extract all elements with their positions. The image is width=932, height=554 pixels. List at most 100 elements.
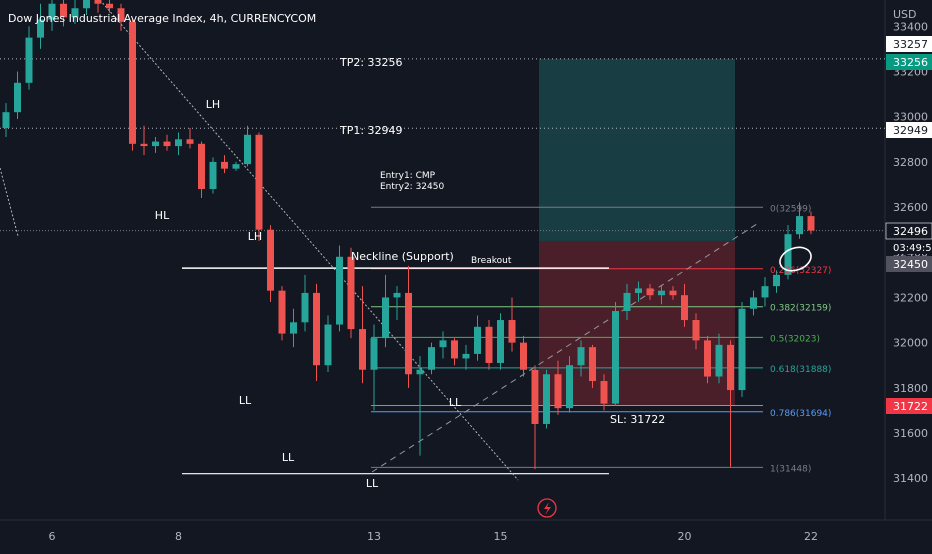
breakout-circle (779, 246, 812, 272)
price-tick-label: 32000 (893, 337, 928, 350)
candle-body (152, 141, 159, 147)
candle-body (290, 322, 297, 334)
countdown-label: 03:49:57 (893, 243, 932, 254)
candle-body (554, 374, 562, 409)
swing-label: LL (239, 394, 252, 407)
price-tag (885, 222, 932, 240)
candle-body (186, 139, 194, 144)
candle-body (704, 340, 711, 377)
price-tick-label: 31600 (893, 427, 928, 440)
candle-body (474, 326, 481, 354)
time-tick-label: 20 (678, 530, 692, 543)
candle-body (497, 320, 504, 363)
tp2-label: TP2: 33256 (339, 56, 403, 69)
candle-body (94, 0, 102, 4)
candle-body (646, 288, 654, 296)
price-tag-label: 31722 (893, 400, 928, 413)
candle-body (485, 326, 493, 363)
candle-body (658, 290, 665, 296)
fib-level-label: 1(31448) (770, 464, 811, 474)
candle-body (267, 229, 274, 291)
price-tag (886, 36, 932, 52)
swing-label: LH (206, 98, 220, 111)
stop-loss-label: SL: 31722 (610, 413, 665, 426)
candle-body (405, 292, 412, 375)
price-tick-label: 33400 (893, 20, 928, 33)
price-tag (886, 256, 932, 272)
fib-level-label: 0.382(32159) (770, 304, 831, 314)
candle-body (623, 292, 631, 311)
swing-label: LL (449, 396, 462, 409)
candle-body (807, 216, 815, 231)
price-tag (886, 54, 932, 70)
candle-body (37, 19, 44, 38)
candle-body (48, 3, 56, 20)
candle-body (531, 369, 539, 424)
price-tick-label: 33000 (893, 111, 928, 124)
price-tag-label: 32949 (893, 124, 928, 137)
candle-body (83, 0, 90, 9)
candle-body (370, 338, 378, 370)
fib-level-label: 0.786(31694) (770, 409, 831, 419)
neckline-label: Neckline (Support) (351, 250, 454, 263)
chart-title: Dow Jones Industrial Average Index, 4h, … (8, 12, 316, 25)
candle-body (439, 340, 447, 348)
candle-body (416, 369, 424, 375)
candle-body (393, 292, 401, 298)
candle-body (600, 381, 608, 404)
fib-level-label: 0(32599) (770, 204, 811, 214)
candle-body (635, 288, 642, 293)
entry1-label: Entry1: CMP (380, 171, 436, 181)
time-tick-label: 22 (804, 530, 818, 543)
candle-body (715, 344, 723, 377)
candle-body (60, 3, 67, 18)
currency-label: USD (893, 8, 917, 21)
candle-body (520, 342, 527, 370)
price-tick-label: 31400 (893, 472, 928, 485)
candle-body (508, 320, 516, 343)
price-tag-label: 32450 (893, 258, 928, 271)
candle-body (221, 161, 228, 169)
candle-body (543, 374, 550, 424)
candle-body (129, 21, 136, 144)
candle-body (451, 340, 458, 359)
fib-level-label: 0.5(32023) (770, 334, 820, 344)
candle-body (784, 234, 792, 275)
candle-body (198, 143, 205, 189)
candle-body (106, 3, 113, 9)
price-tag-label: 32496 (893, 225, 928, 238)
fib-level-label: 0.618(31888) (770, 365, 831, 375)
fib-level-label: 0.236(32327) (770, 266, 831, 276)
breakout-label: Breakout (471, 256, 512, 266)
candle-body (773, 274, 780, 287)
candle-body (761, 286, 769, 298)
swing-label: LH (248, 230, 262, 243)
candle-body (301, 292, 309, 323)
candle-body (359, 329, 366, 370)
candle-body (255, 134, 263, 230)
candle-body (2, 112, 10, 128)
candle-body (117, 8, 125, 22)
entry2-label: Entry2: 32450 (380, 182, 444, 192)
candle-body (175, 139, 182, 147)
profit-zone (539, 58, 735, 241)
candle-body (347, 256, 355, 330)
candle-body (428, 347, 435, 370)
candle-body (163, 141, 171, 147)
tp1-label: TP1: 32949 (339, 124, 403, 137)
price-tick-label: 32200 (893, 291, 928, 304)
swing-label: HL (155, 209, 170, 222)
candle-body (589, 347, 596, 382)
candle-body (336, 256, 343, 325)
candle-body (462, 353, 470, 359)
price-tag-label: 33257 (893, 38, 928, 51)
candle-body (278, 290, 286, 334)
candle-body (71, 8, 79, 18)
candle-body (612, 311, 619, 404)
time-tick-label: 13 (367, 530, 381, 543)
price-tick-label: 32800 (893, 156, 928, 169)
candle-body (669, 290, 677, 296)
time-tick-label: 15 (494, 530, 508, 543)
